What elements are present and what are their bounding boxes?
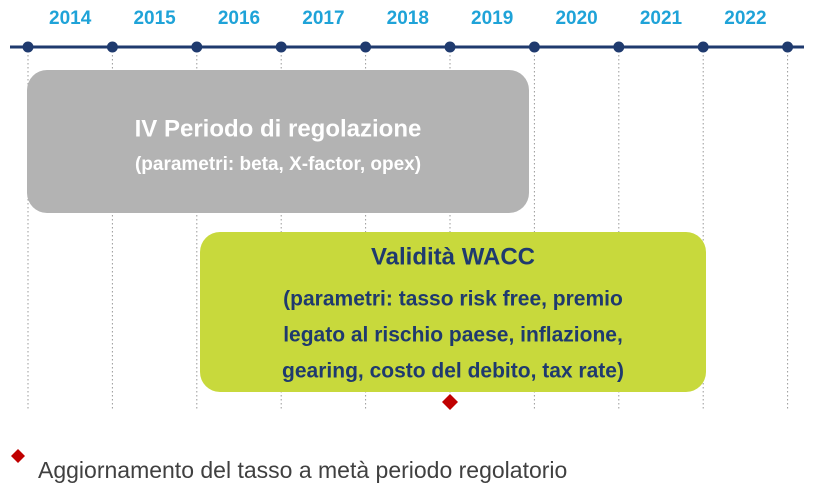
period-detail: (parametri: tasso risk free, premio bbox=[283, 288, 623, 311]
year-label: 2014 bbox=[49, 8, 92, 29]
period-detail: legato al rischio paese, inflazione, bbox=[283, 324, 623, 347]
timeline-dot bbox=[191, 41, 203, 53]
period-detail: (parametri: beta, X-factor, opex) bbox=[135, 154, 421, 175]
timeline-dot bbox=[782, 41, 794, 53]
legend-marker bbox=[11, 449, 25, 463]
year-label: 2021 bbox=[640, 8, 683, 29]
timeline-dot bbox=[528, 41, 540, 53]
timeline-dot bbox=[613, 41, 625, 53]
timeline-dot bbox=[444, 41, 456, 53]
year-label: 2018 bbox=[387, 8, 429, 29]
midterm-update-marker bbox=[442, 394, 458, 410]
wacc-validity-box bbox=[200, 232, 706, 392]
period-title: Validità WACC bbox=[371, 243, 535, 270]
year-label: 2019 bbox=[471, 8, 513, 29]
year-label: 2016 bbox=[218, 8, 260, 29]
year-label: 2020 bbox=[555, 8, 597, 29]
year-label: 2017 bbox=[302, 8, 344, 29]
year-label: 2022 bbox=[724, 8, 766, 29]
period-detail: gearing, costo del debito, tax rate) bbox=[282, 360, 624, 383]
timeline-dots bbox=[22, 41, 794, 53]
timeline-dot bbox=[22, 41, 34, 53]
timeline-dot bbox=[106, 41, 118, 53]
timeline-dot bbox=[360, 41, 372, 53]
timeline-dot bbox=[275, 41, 287, 53]
year-label: 2015 bbox=[133, 8, 176, 29]
year-labels: 2014 2015 2016 2017 2018 2019 2020 2021 2022 bbox=[49, 8, 766, 29]
regulation-period-box bbox=[27, 70, 529, 213]
timeline-dot bbox=[697, 41, 709, 53]
period-title: IV Periodo di regolazione bbox=[135, 115, 422, 142]
legend-text: Aggiornamento del tasso a metà periodo r… bbox=[38, 457, 567, 483]
box-texts: IV Periodo di regolazione (parametri: bet… bbox=[135, 115, 624, 382]
